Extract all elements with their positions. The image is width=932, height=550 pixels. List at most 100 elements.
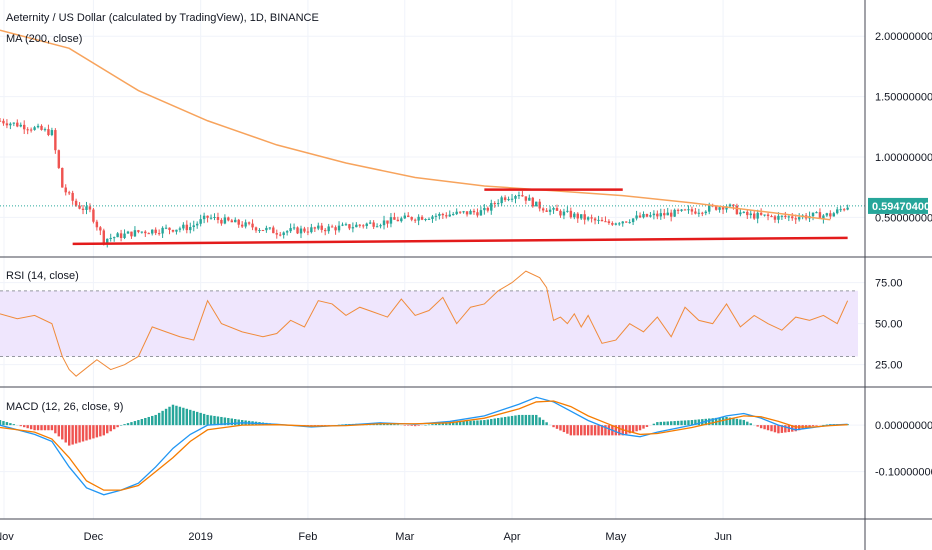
macd-histogram-bar: [635, 425, 638, 432]
x-tick-label: Dec: [84, 531, 104, 543]
candle-body: [728, 204, 732, 207]
candle-body: [279, 234, 282, 236]
macd-histogram-bar: [23, 425, 26, 428]
macd-histogram-bar: [458, 421, 462, 426]
macd-histogram-bar: [756, 425, 759, 427]
macd-histogram-bar: [521, 414, 524, 426]
macd-histogram-bar: [797, 425, 801, 431]
price-y-tick-label: 1.00000000: [875, 152, 932, 164]
candle-body: [604, 221, 607, 223]
candle-body: [244, 222, 247, 227]
macd-histogram-bar: [223, 417, 227, 426]
macd-histogram-bar: [746, 421, 749, 426]
macd-histogram-bar: [106, 425, 109, 434]
macd-histogram-bar: [490, 419, 493, 426]
candle-body: [797, 217, 801, 220]
macd-histogram-bar: [417, 425, 420, 426]
candle-body: [5, 123, 9, 126]
macd-histogram-bar: [787, 425, 791, 433]
macd-histogram-bar: [403, 425, 406, 426]
chart-title: Aeternity / US Dollar (calculated by Tra…: [6, 12, 319, 24]
candle-body: [687, 209, 690, 211]
macd-histogram-bar: [43, 425, 47, 431]
macd-histogram-bar: [825, 424, 829, 426]
macd-histogram-bar: [818, 425, 822, 426]
candle-body: [846, 207, 849, 210]
candle-body: [362, 225, 365, 227]
candle-body: [514, 195, 517, 199]
candle-body: [154, 229, 157, 234]
candle-body: [427, 218, 431, 220]
candle-body: [19, 124, 22, 127]
candle-body: [583, 214, 586, 220]
y-axis-labels: 2.00000000 1.50000000 1.00000000 0.50000000…: [875, 31, 932, 478]
candle-body: [614, 223, 618, 225]
candle-body: [209, 217, 213, 219]
macd-histogram-bar: [673, 421, 676, 426]
candle-body: [829, 213, 832, 217]
x-tick-label: May: [605, 531, 626, 543]
candle-body: [306, 231, 310, 233]
macd-histogram-bar: [759, 425, 763, 429]
macd-histogram-bar: [503, 416, 507, 426]
macd-histogram-bar: [227, 417, 230, 426]
candle-body: [386, 220, 389, 224]
candle-body: [299, 228, 303, 234]
candle-body: [303, 228, 306, 232]
macd-histogram-bar: [448, 422, 451, 426]
candle-body: [607, 221, 611, 224]
candle-body: [355, 224, 358, 228]
rsi-y-tick-label: 50.00: [875, 319, 903, 331]
candle-body: [206, 215, 209, 218]
candle-body: [40, 125, 43, 130]
candle-body: [652, 213, 656, 216]
candle-body: [189, 227, 192, 231]
macd-histogram-bar: [541, 419, 545, 426]
macd-histogram-bar: [78, 425, 81, 443]
candle-body: [296, 227, 299, 234]
macd-histogram-bar: [811, 425, 815, 427]
candle-body: [317, 225, 320, 229]
candle-body: [694, 211, 697, 214]
macd-histogram-bar: [638, 425, 642, 431]
candle-body: [673, 209, 676, 217]
candle-body: [88, 206, 92, 210]
macd-histogram-bar: [209, 415, 213, 426]
macd-histogram-bar: [88, 425, 92, 440]
candle-body: [12, 122, 16, 124]
candle-body: [597, 219, 600, 221]
candle-body: [178, 228, 182, 230]
candle-body: [171, 229, 175, 232]
macd-histogram-bar: [455, 421, 458, 426]
candle-body: [472, 210, 476, 213]
price-badge-value: 0.59470400: [872, 201, 930, 213]
candle-body: [701, 212, 704, 214]
macd-histogram-bar: [85, 425, 88, 441]
candle-body: [708, 205, 711, 212]
candle-body: [199, 219, 202, 224]
macd-histogram-bar: [593, 425, 597, 436]
rsi-y-tick-label: 75.00: [875, 278, 903, 290]
macd-histogram-bar: [151, 415, 154, 426]
candle-body: [794, 218, 797, 220]
macd-histogram-bar: [199, 412, 202, 426]
macd-histogram-bar: [234, 419, 237, 426]
macd-histogram-bar: [538, 417, 541, 426]
macd-histogram-bar: [36, 425, 40, 431]
candle-body: [714, 205, 718, 210]
candle-body: [507, 199, 510, 201]
macd-histogram-bar: [74, 425, 78, 444]
candle-body: [690, 209, 694, 212]
candle-body: [545, 210, 548, 212]
macd-histogram-bar: [99, 425, 102, 437]
macd-histogram-bar: [669, 421, 673, 426]
macd-histogram-bar: [580, 425, 583, 436]
x-tick-label: Apr: [503, 531, 520, 543]
candle-body: [649, 215, 652, 217]
candle-body: [251, 223, 254, 228]
candle-body: [541, 208, 545, 211]
macd-histogram-bar: [763, 425, 766, 430]
macd-histogram-bar: [531, 414, 535, 426]
candle-body: [213, 216, 216, 218]
